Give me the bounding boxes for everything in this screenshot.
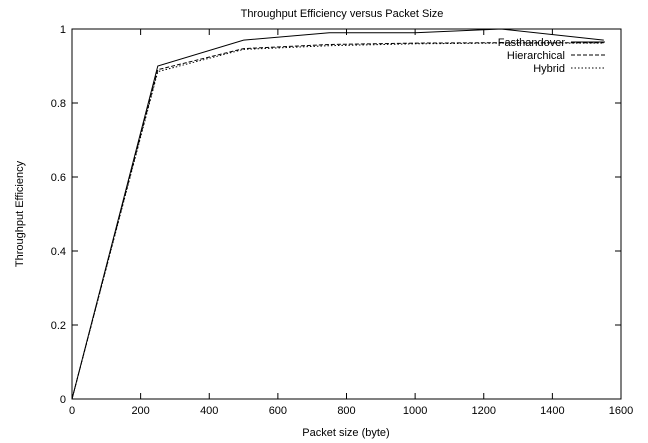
- x-tick-label: 200: [131, 405, 149, 417]
- chart-title: Throughput Efficiency versus Packet Size: [241, 8, 444, 20]
- x-axis: 0 200 400 600 800 1000 1200 1400 1600: [69, 29, 633, 417]
- x-tick-label: 600: [269, 405, 287, 417]
- y-axis: 0 0.2 0.4 0.6 0.8 1: [51, 24, 621, 406]
- x-tick-label: 1600: [609, 405, 633, 417]
- series-line-hierarchical: [71, 42, 604, 400]
- legend-label: Hierarchical: [507, 50, 565, 62]
- series-group: [71, 28, 604, 400]
- x-tick-label: 400: [200, 405, 218, 417]
- legend-label: Fasthandover: [498, 37, 566, 49]
- x-tick-label: 800: [337, 405, 355, 417]
- y-tick-label: 0: [60, 394, 66, 406]
- legend-label: Hybrid: [533, 63, 565, 75]
- x-tick-label: 1000: [403, 405, 427, 417]
- x-axis-label: Packet size (byte): [302, 427, 389, 439]
- y-tick-label: 0.2: [51, 320, 66, 332]
- x-tick-label: 0: [69, 405, 75, 417]
- y-tick-label: 0.6: [51, 172, 66, 184]
- y-tick-label: 0.8: [51, 98, 66, 110]
- y-axis-label: Throughput Efficiency: [14, 160, 26, 267]
- x-tick-label: 1400: [540, 405, 564, 417]
- series-line-fasthandover: [71, 28, 604, 400]
- y-tick-label: 0.4: [51, 246, 66, 258]
- series-line-hybrid: [71, 42, 604, 400]
- y-tick-label: 1: [60, 24, 66, 36]
- x-tick-label: 1200: [472, 405, 496, 417]
